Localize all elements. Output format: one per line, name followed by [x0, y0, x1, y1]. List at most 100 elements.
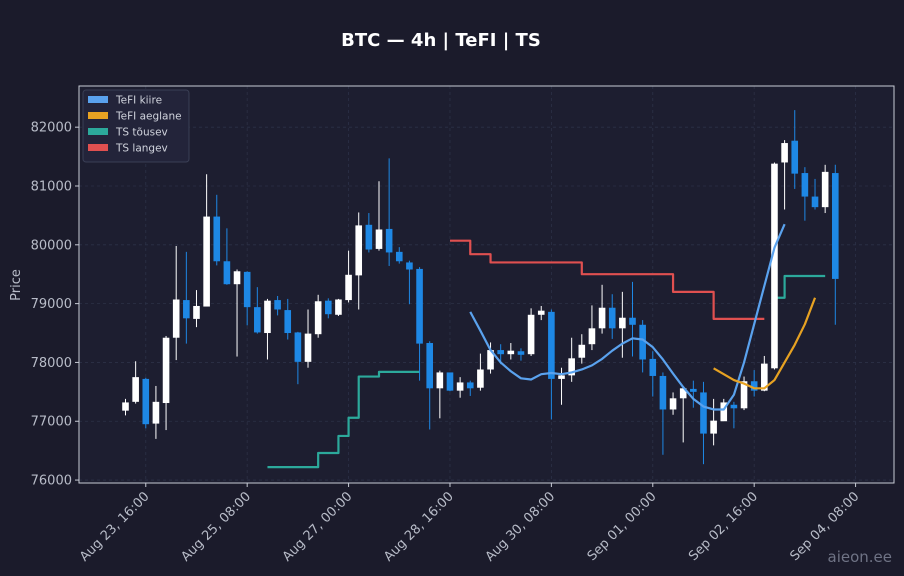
y-tick-label: 80000 [31, 238, 72, 253]
candle-body [700, 392, 707, 434]
candles [122, 110, 839, 465]
candle-body [466, 382, 474, 389]
candle-body [791, 140, 799, 174]
candle-body [162, 337, 170, 404]
candle-body [720, 402, 728, 422]
candle-body [497, 350, 504, 355]
y-tick-label: 76000 [31, 474, 72, 489]
candle-body [304, 333, 312, 362]
watermark: aieon.ee [828, 548, 893, 566]
candle-body [679, 388, 687, 399]
tefi-aeglane-line [713, 297, 817, 390]
candle-body [821, 171, 829, 208]
x-tick-label: Aug 30, 08:00 [483, 489, 559, 565]
candle-body [385, 228, 393, 253]
candle-body [669, 398, 677, 410]
y-tick-label: 77000 [31, 415, 72, 430]
candle-body [284, 310, 292, 334]
y-tick-label: 82000 [31, 121, 72, 136]
y-axis-label: Price [9, 269, 24, 301]
candle-body [355, 225, 363, 276]
ts-t-usev-line [267, 370, 420, 469]
legend-label: TS langev [115, 143, 168, 155]
candle-body [193, 305, 200, 319]
candle-body [254, 307, 261, 333]
candle-body [294, 332, 302, 362]
candle-body [740, 381, 748, 409]
candle-body [274, 300, 281, 310]
candle-body [314, 301, 322, 335]
ts-t-usev-line [774, 274, 826, 299]
candle-body [801, 173, 809, 197]
candle-body [588, 328, 596, 345]
candle-body [335, 299, 342, 315]
candle-body [223, 261, 231, 285]
candle-body [507, 350, 515, 355]
candle-body [395, 251, 403, 262]
ts-lines [267, 239, 826, 469]
chart-title: BTC — 4h | TeFI | TS [341, 30, 541, 51]
legend-label: TeFI aeglane [115, 111, 182, 123]
plot-frame [78, 85, 895, 484]
candle-body [446, 372, 454, 391]
candle-body [436, 372, 444, 389]
candle-body [183, 300, 190, 319]
candle-body [598, 307, 606, 329]
candle-body [649, 358, 657, 376]
candle-body [487, 350, 494, 370]
candle-body [477, 369, 484, 388]
y-tick-label: 79000 [31, 297, 72, 312]
candle-body [345, 274, 352, 301]
candle-body [710, 420, 717, 434]
candle-body [517, 351, 525, 355]
candle-body [456, 382, 464, 391]
candle-body [365, 224, 373, 250]
candle-body [548, 311, 555, 379]
legend: TeFI kiire TeFI aeglane TS tõusev TS langev [82, 89, 190, 163]
ts-langev-line [449, 239, 765, 321]
candle-body [629, 317, 636, 325]
legend-swatch [88, 144, 108, 151]
legend-swatch [88, 112, 108, 119]
candle-body [122, 402, 129, 411]
x-tick-label: Aug 28, 16:00 [381, 489, 457, 565]
candle-body [172, 299, 180, 338]
candle-body [375, 229, 383, 249]
candle-body [537, 310, 545, 315]
candle-body [690, 388, 697, 392]
x-tick-label: Aug 27, 00:00 [280, 489, 356, 565]
candle-body [527, 314, 535, 355]
candle-body [325, 300, 332, 315]
x-tick-label: Sep 02, 16:00 [686, 489, 761, 564]
candle-body [619, 317, 626, 329]
legend-swatch [88, 128, 108, 135]
x-tick-label: Sep 01, 00:00 [585, 489, 660, 564]
legend-swatch [88, 96, 108, 103]
candle-body [781, 143, 788, 163]
candle-body [730, 404, 738, 409]
legend-box [82, 89, 190, 163]
candle-body [750, 381, 758, 391]
candle-body [578, 344, 586, 358]
y-tick-label: 78000 [31, 356, 72, 371]
candle-body [811, 196, 819, 208]
tefi-kiire-line [469, 223, 786, 411]
candle-body [203, 216, 210, 307]
candle-body [639, 324, 646, 360]
candle-body [233, 271, 241, 285]
x-tick-label: Aug 23, 16:00 [77, 489, 153, 565]
legend-label: TS tõusev [115, 127, 168, 139]
candle-body [608, 307, 616, 329]
x-tick-label: Aug 25, 08:00 [178, 489, 254, 565]
candle-body [243, 271, 251, 308]
plot-area [79, 86, 894, 483]
candle-body [761, 363, 768, 391]
y-tick-label: 81000 [31, 179, 72, 194]
candle-body [142, 378, 150, 425]
candle-body [264, 300, 271, 334]
candle-body [659, 375, 667, 410]
tefi-lines [469, 223, 817, 411]
candle-body [832, 173, 839, 279]
candle-body [213, 216, 221, 262]
